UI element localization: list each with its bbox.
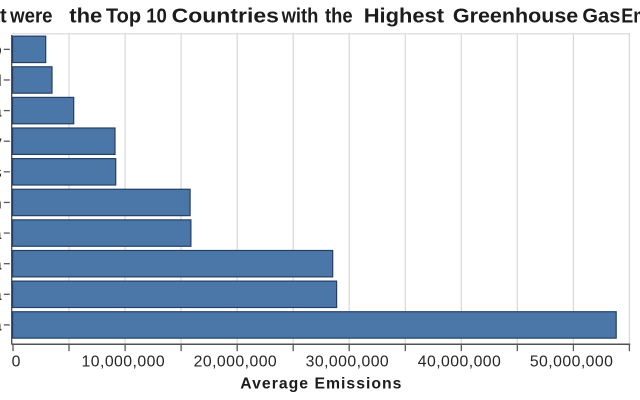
svg-text:Russia: Russia <box>0 226 2 243</box>
svg-text:50,000,000: 50,000,000 <box>530 354 614 371</box>
svg-text:Highest: Highest <box>364 5 444 27</box>
svg-text:the: the <box>325 6 353 28</box>
svg-text:40,000,000: 40,000,000 <box>418 354 502 371</box>
svg-text:China: China <box>0 318 2 335</box>
svg-text:20,000,000: 20,000,000 <box>194 354 278 371</box>
svg-text:the: the <box>69 5 102 27</box>
svg-text:0: 0 <box>12 354 21 371</box>
svg-text:Japan: Japan <box>0 195 2 212</box>
svg-text:10: 10 <box>146 6 167 28</box>
svg-text:Indonesia: Indonesia <box>0 287 2 304</box>
svg-text:Gas: Gas <box>582 5 620 27</box>
svg-text:Average Emissions: Average Emissions <box>240 376 402 393</box>
svg-text:Brazil: Brazil <box>0 73 2 90</box>
svg-text:were: were <box>9 6 53 28</box>
svg-text:Greenhouse: Greenhouse <box>453 5 578 27</box>
svg-text:United States: United States <box>0 165 2 182</box>
svg-text:India: India <box>0 256 2 273</box>
svg-text:Germany: Germany <box>0 134 2 151</box>
svg-text:Mexico: Mexico <box>0 42 2 59</box>
svg-text:Canada: Canada <box>0 103 2 120</box>
svg-text:30,000,000: 30,000,000 <box>306 354 390 371</box>
svg-text:with: with <box>281 6 319 28</box>
svg-text:Countries: Countries <box>172 4 279 27</box>
svg-text:Emissions?: Emissions? <box>621 5 640 27</box>
svg-text:Top: Top <box>106 5 141 27</box>
svg-text:10,000,000: 10,000,000 <box>82 354 166 371</box>
svg-text:What: What <box>0 5 7 27</box>
